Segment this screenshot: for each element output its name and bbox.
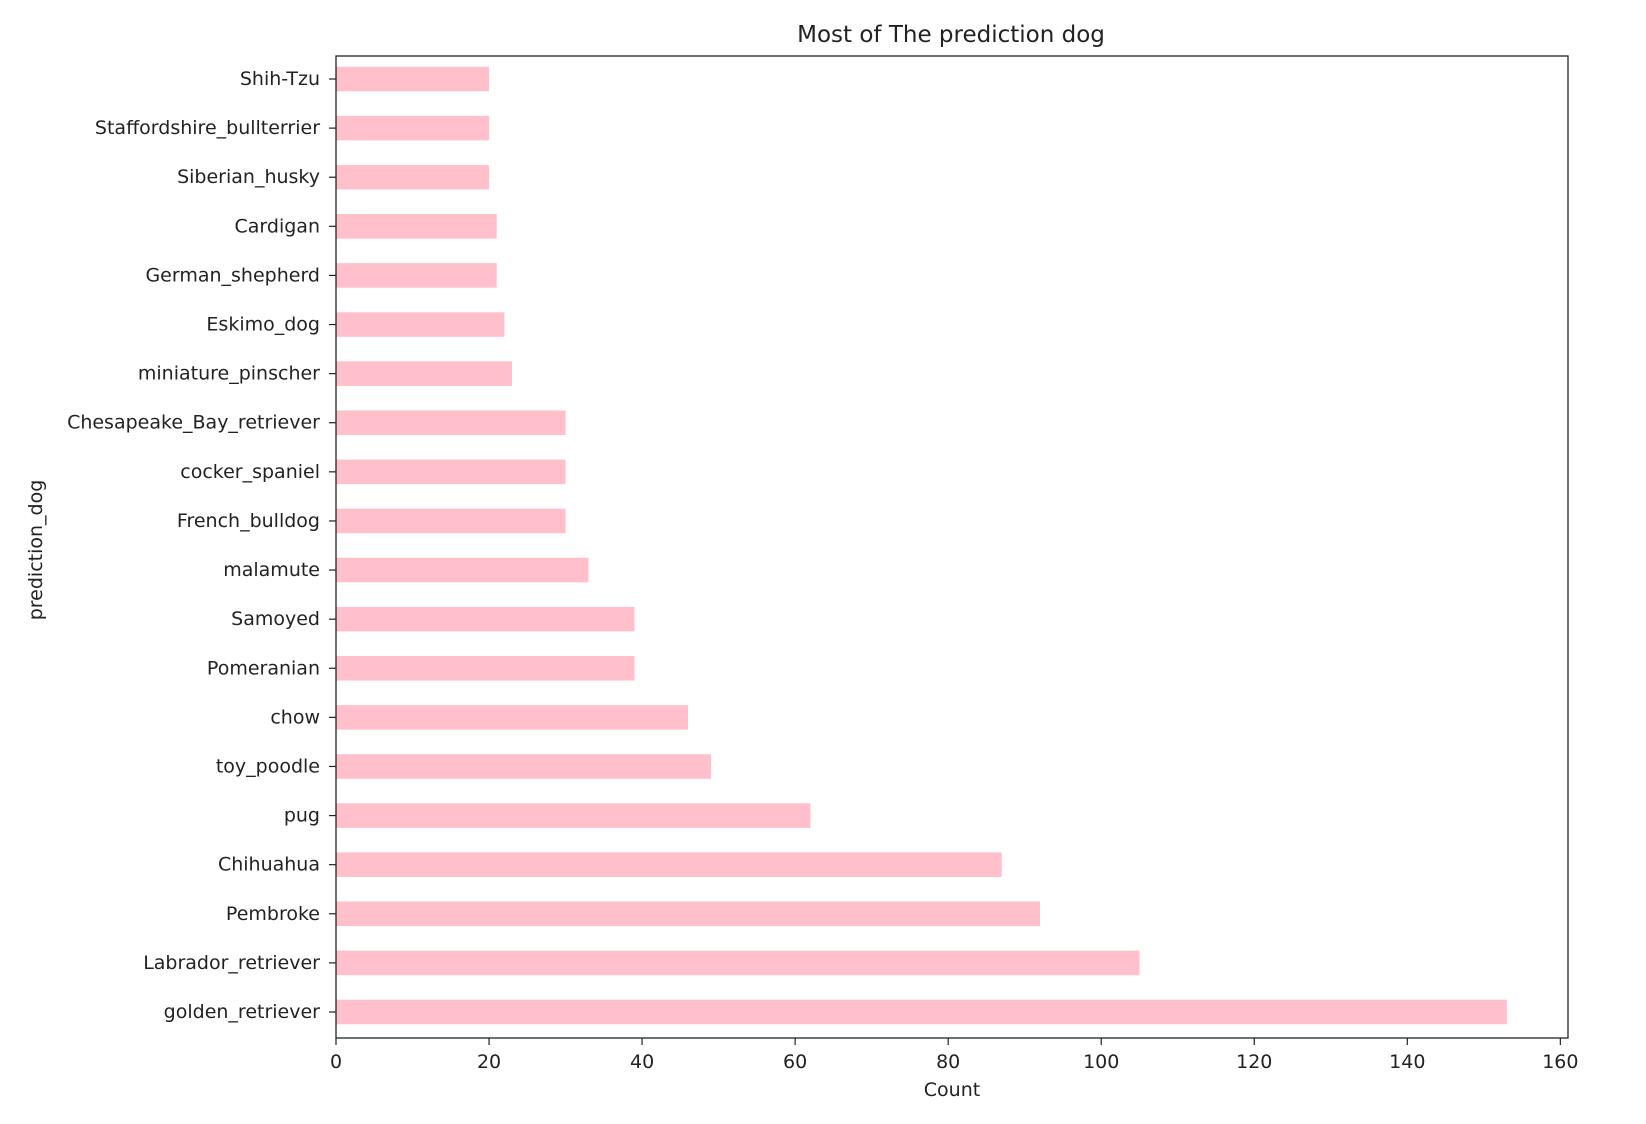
bar-golden-retriever <box>336 999 1507 1025</box>
y-tick-label-golden-retriever: golden_retriever <box>164 1001 321 1023</box>
bar-miniature-pinscher <box>336 361 512 386</box>
category-ticks-group: golden_retriever Labrador_retriever Pembro… <box>67 68 336 1023</box>
bars-group <box>336 66 1507 1025</box>
y-tick-label-pug: pug <box>284 805 320 827</box>
bar-samoyed <box>336 606 635 632</box>
y-tick-label-cocker-spaniel: cocker_spaniel <box>180 461 320 483</box>
bar-malamute <box>336 557 589 583</box>
y-tick-label-cardigan: Cardigan <box>235 215 320 237</box>
x-tick-label: 60 <box>783 1051 807 1073</box>
bar-siberian-husky <box>336 164 490 190</box>
y-tick-label-miniature-pinscher: miniature_pinscher <box>138 363 320 385</box>
y-tick-label-siberian-husky: Siberian_husky <box>177 166 320 188</box>
x-ticks-group: 0 20 40 60 80 100 120 140 160 <box>330 1038 1578 1073</box>
y-tick-label-chesapeake-bay-retriever: Chesapeake_Bay_retriever <box>67 412 320 434</box>
plot-frame <box>335 55 1569 1039</box>
y-tick-label-german-shepherd: German_shepherd <box>145 264 320 286</box>
y-tick-label-french-bulldog: French_bulldog <box>177 510 320 532</box>
y-tick-label-eskimo-dog: Eskimo_dog <box>206 314 320 336</box>
y-tick-label-staffordshire-bullterrier: Staffordshire_bullterrier <box>95 117 320 139</box>
bar-cocker-spaniel <box>336 459 566 485</box>
y-tick-label-malamute: malamute <box>223 559 320 581</box>
y-tick-label-shih-tzu: Shih-Tzu <box>240 68 320 90</box>
x-tick-label: 100 <box>1083 1051 1119 1073</box>
x-tick-label: 0 <box>330 1051 342 1073</box>
bar-pembroke <box>336 901 1040 927</box>
y-tick-label-pembroke: Pembroke <box>226 903 320 925</box>
bar-eskimo-dog <box>336 312 505 337</box>
chart-title: Most of The prediction dog <box>797 22 1105 48</box>
bar-chow <box>336 705 688 730</box>
y-axis-title: prediction_dog <box>25 480 47 621</box>
bar-pug <box>336 803 811 828</box>
bar-chesapeake-bay-retriever <box>336 410 566 436</box>
y-tick-label-toy-poodle: toy_poodle <box>216 755 320 777</box>
bar-chihuahua <box>336 852 1002 877</box>
bar-staffordshire-bullterrier <box>336 115 490 141</box>
bar-pomeranian <box>336 655 635 681</box>
y-tick-label-labrador-retriever: Labrador_retriever <box>143 952 320 974</box>
bar-shih-tzu <box>336 66 490 92</box>
bar-labrador-retriever <box>336 950 1140 976</box>
y-tick-label-samoyed: Samoyed <box>231 608 320 630</box>
bar-french-bulldog <box>336 508 566 534</box>
x-tick-label: 20 <box>477 1051 501 1073</box>
x-axis-title: Count <box>924 1079 980 1101</box>
bar-toy-poodle <box>336 754 711 779</box>
x-tick-label: 140 <box>1389 1051 1425 1073</box>
x-tick-label: 160 <box>1542 1051 1578 1073</box>
y-tick-label-pomeranian: Pomeranian <box>207 657 320 679</box>
x-tick-label: 80 <box>936 1051 960 1073</box>
y-tick-label-chow: chow <box>270 706 320 728</box>
y-tick-label-chihuahua: Chihuahua <box>218 854 320 876</box>
x-tick-label: 120 <box>1236 1051 1272 1073</box>
bar-cardigan <box>336 214 497 239</box>
bar-german-shepherd <box>336 263 497 288</box>
x-tick-label: 40 <box>630 1051 654 1073</box>
